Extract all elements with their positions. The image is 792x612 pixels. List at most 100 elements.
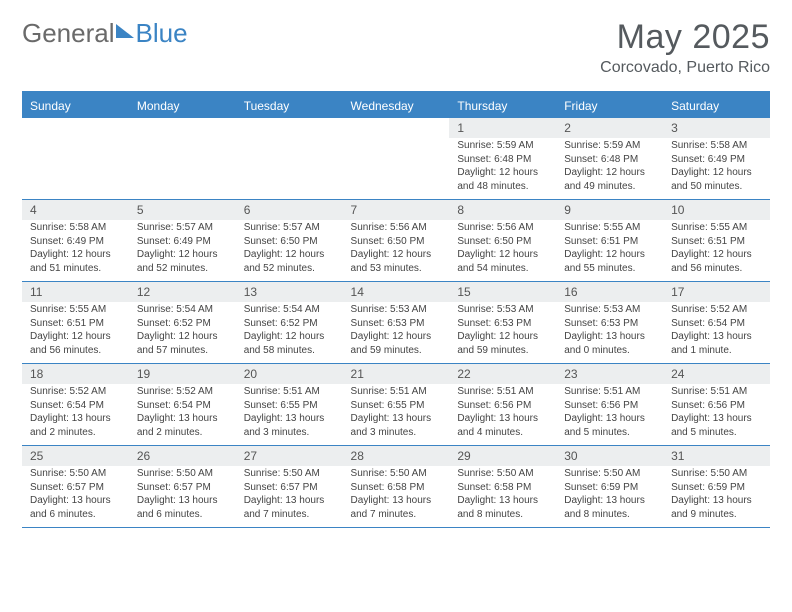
day-number: 22 [449, 364, 556, 384]
day-number: 1 [449, 118, 556, 138]
day-details: Sunrise: 5:50 AMSunset: 6:59 PMDaylight:… [663, 466, 770, 527]
day-number: 20 [236, 364, 343, 384]
weekday-header: Monday [129, 93, 236, 119]
day-detail-line: Daylight: 13 hours [351, 494, 442, 508]
day-number: 11 [22, 282, 129, 302]
day-detail-line: Daylight: 13 hours [564, 412, 655, 426]
day-detail-line: Sunrise: 5:51 AM [351, 385, 442, 399]
day-number: 15 [449, 282, 556, 302]
calendar-day-cell: 28Sunrise: 5:50 AMSunset: 6:58 PMDayligh… [343, 446, 450, 528]
day-detail-line: and 50 minutes. [671, 180, 762, 194]
day-detail-line: Daylight: 13 hours [671, 412, 762, 426]
calendar-day-cell: 17Sunrise: 5:52 AMSunset: 6:54 PMDayligh… [663, 282, 770, 364]
day-details: Sunrise: 5:50 AMSunset: 6:57 PMDaylight:… [22, 466, 129, 527]
day-detail-line: and 56 minutes. [30, 344, 121, 358]
day-number: 17 [663, 282, 770, 302]
day-details: Sunrise: 5:59 AMSunset: 6:48 PMDaylight:… [449, 138, 556, 199]
calendar-day-cell: 24Sunrise: 5:51 AMSunset: 6:56 PMDayligh… [663, 364, 770, 446]
day-number: 14 [343, 282, 450, 302]
title-block: May 2025 Corcovado, Puerto Rico [600, 18, 770, 77]
day-detail-line: and 8 minutes. [457, 508, 548, 522]
calendar-table: SundayMondayTuesdayWednesdayThursdayFrid… [22, 91, 770, 528]
day-number: 18 [22, 364, 129, 384]
day-detail-line: Daylight: 13 hours [244, 494, 335, 508]
day-detail-line: Sunset: 6:56 PM [671, 399, 762, 413]
day-detail-line: Daylight: 12 hours [351, 248, 442, 262]
day-detail-line: Sunset: 6:49 PM [137, 235, 228, 249]
day-detail-line: Sunrise: 5:53 AM [351, 303, 442, 317]
day-number: 23 [556, 364, 663, 384]
day-detail-line: and 6 minutes. [137, 508, 228, 522]
day-detail-line: Sunrise: 5:56 AM [457, 221, 548, 235]
calendar-day-cell: 9Sunrise: 5:55 AMSunset: 6:51 PMDaylight… [556, 200, 663, 282]
day-details: Sunrise: 5:53 AMSunset: 6:53 PMDaylight:… [449, 302, 556, 363]
day-details: Sunrise: 5:53 AMSunset: 6:53 PMDaylight:… [343, 302, 450, 363]
day-number: 25 [22, 446, 129, 466]
logo: General Blue [22, 18, 188, 49]
day-details: Sunrise: 5:54 AMSunset: 6:52 PMDaylight:… [129, 302, 236, 363]
day-detail-line: Sunrise: 5:58 AM [671, 139, 762, 153]
day-detail-line: Daylight: 12 hours [457, 330, 548, 344]
calendar-day-cell: 13Sunrise: 5:54 AMSunset: 6:52 PMDayligh… [236, 282, 343, 364]
day-details: Sunrise: 5:50 AMSunset: 6:58 PMDaylight:… [449, 466, 556, 527]
day-detail-line: Sunset: 6:57 PM [244, 481, 335, 495]
day-details: Sunrise: 5:57 AMSunset: 6:50 PMDaylight:… [236, 220, 343, 281]
header: General Blue May 2025 Corcovado, Puerto … [22, 18, 770, 77]
calendar-day-cell: 20Sunrise: 5:51 AMSunset: 6:55 PMDayligh… [236, 364, 343, 446]
weekday-header: Friday [556, 93, 663, 119]
day-detail-line: Daylight: 13 hours [457, 494, 548, 508]
day-detail-line: Daylight: 12 hours [671, 166, 762, 180]
day-detail-line: Daylight: 12 hours [457, 248, 548, 262]
day-detail-line: Sunrise: 5:50 AM [457, 467, 548, 481]
day-detail-line: Sunset: 6:51 PM [671, 235, 762, 249]
day-details: Sunrise: 5:52 AMSunset: 6:54 PMDaylight:… [663, 302, 770, 363]
calendar-day-cell: 25Sunrise: 5:50 AMSunset: 6:57 PMDayligh… [22, 446, 129, 528]
day-detail-line: and 3 minutes. [244, 426, 335, 440]
day-detail-line: Daylight: 12 hours [457, 166, 548, 180]
month-title: May 2025 [600, 18, 770, 57]
day-detail-line: and 49 minutes. [564, 180, 655, 194]
calendar-day-cell: 27Sunrise: 5:50 AMSunset: 6:57 PMDayligh… [236, 446, 343, 528]
day-detail-line: Daylight: 12 hours [137, 248, 228, 262]
day-details: Sunrise: 5:51 AMSunset: 6:56 PMDaylight:… [663, 384, 770, 445]
day-detail-line: Sunset: 6:58 PM [351, 481, 442, 495]
calendar-day-cell: 4Sunrise: 5:58 AMSunset: 6:49 PMDaylight… [22, 200, 129, 282]
weekday-header: Saturday [663, 93, 770, 119]
day-detail-line: Daylight: 12 hours [137, 330, 228, 344]
calendar-day-cell: 1Sunrise: 5:59 AMSunset: 6:48 PMDaylight… [449, 118, 556, 200]
day-number: 2 [556, 118, 663, 138]
day-detail-line: and 6 minutes. [30, 508, 121, 522]
day-detail-line: Sunrise: 5:54 AM [137, 303, 228, 317]
day-detail-line: Daylight: 13 hours [351, 412, 442, 426]
calendar-week-row: 1Sunrise: 5:59 AMSunset: 6:48 PMDaylight… [22, 118, 770, 200]
day-detail-line: Daylight: 12 hours [351, 330, 442, 344]
day-details: Sunrise: 5:51 AMSunset: 6:56 PMDaylight:… [449, 384, 556, 445]
day-number: 12 [129, 282, 236, 302]
calendar-day-cell: 15Sunrise: 5:53 AMSunset: 6:53 PMDayligh… [449, 282, 556, 364]
day-detail-line: Daylight: 13 hours [671, 330, 762, 344]
day-detail-line: and 1 minute. [671, 344, 762, 358]
calendar-day-cell: 19Sunrise: 5:52 AMSunset: 6:54 PMDayligh… [129, 364, 236, 446]
day-detail-line: Sunrise: 5:55 AM [30, 303, 121, 317]
calendar-day-cell [129, 118, 236, 200]
day-detail-line: Sunrise: 5:52 AM [137, 385, 228, 399]
day-detail-line: Sunrise: 5:59 AM [457, 139, 548, 153]
day-detail-line: Sunset: 6:50 PM [244, 235, 335, 249]
day-detail-line: Sunset: 6:50 PM [351, 235, 442, 249]
calendar-week-row: 25Sunrise: 5:50 AMSunset: 6:57 PMDayligh… [22, 446, 770, 528]
day-number: 19 [129, 364, 236, 384]
day-details: Sunrise: 5:57 AMSunset: 6:49 PMDaylight:… [129, 220, 236, 281]
day-detail-line: Sunset: 6:52 PM [137, 317, 228, 331]
day-detail-line: and 54 minutes. [457, 262, 548, 276]
calendar-day-cell [236, 118, 343, 200]
day-detail-line: Daylight: 12 hours [564, 166, 655, 180]
day-detail-line: Sunset: 6:54 PM [137, 399, 228, 413]
day-detail-line: Daylight: 13 hours [244, 412, 335, 426]
day-detail-line: Sunset: 6:59 PM [671, 481, 762, 495]
day-number: 29 [449, 446, 556, 466]
calendar-day-cell [343, 118, 450, 200]
day-detail-line: and 5 minutes. [671, 426, 762, 440]
day-detail-line: Sunrise: 5:58 AM [30, 221, 121, 235]
weekday-header: Sunday [22, 93, 129, 119]
calendar-day-cell: 3Sunrise: 5:58 AMSunset: 6:49 PMDaylight… [663, 118, 770, 200]
